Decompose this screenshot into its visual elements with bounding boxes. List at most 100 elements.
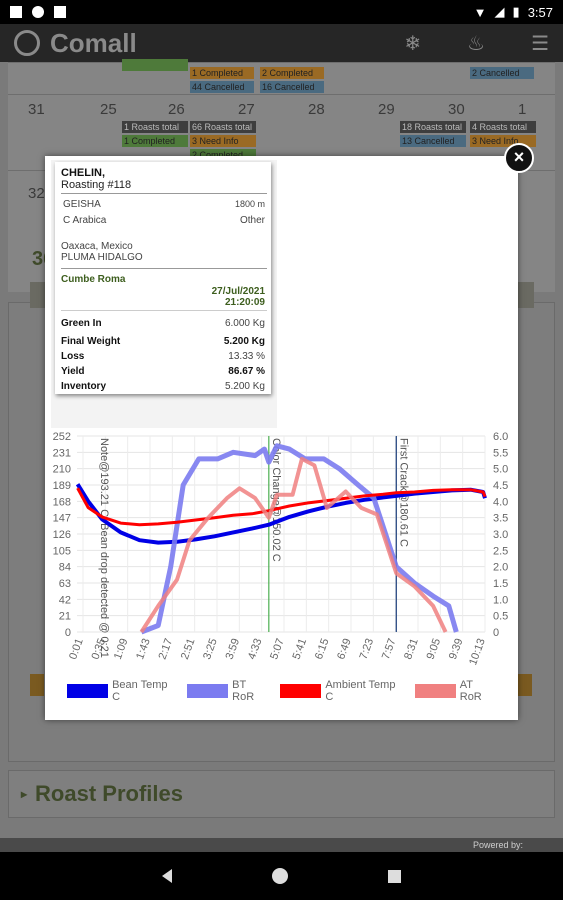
y-left-tick-label: 252 [53,431,71,443]
legend-item[interactable]: AT RoR [414,679,497,703]
variety: GEISHA [63,199,101,210]
x-tick-label: 1:43 [134,637,153,661]
background-button[interactable] [30,674,44,696]
day-number[interactable]: 28 [308,101,325,118]
roast-date: 27/Jul/2021 [211,286,265,297]
day-number[interactable]: 1 [518,101,527,118]
calendar-tag[interactable]: 18 Roasts total [400,121,466,133]
stat-value: 13.33 % [228,351,265,362]
x-tick-label: 4:33 [246,637,265,661]
stat-value: 5.200 Kg [224,381,265,392]
status-bar: ▼ ◢ ▮ 3:57 [0,0,563,24]
stat-label: Loss [61,351,85,362]
y-left-tick-label: 105 [53,545,71,557]
legend-item[interactable]: BT RoR [187,679,270,703]
y-right-tick-label: 4.5 [493,480,508,492]
y-left-tick-label: 0 [65,627,71,639]
calendar-tag[interactable]: 4 Roasts total [470,121,536,133]
legend-swatch [67,684,109,698]
stat-label: Green In [61,318,102,329]
roast-card-area: CHELIN, Roasting #118 GEISHA 1800 m C Ar… [51,160,277,428]
series-line [76,487,487,527]
calendar-tag[interactable]: 1 Completed [122,135,188,147]
species: C Arabica [63,215,107,226]
series-line [75,483,487,545]
stat-value: 6.000 Kg [224,318,265,329]
app-title: Comall [50,27,137,58]
stat-value: 5.200 Kg [223,336,265,347]
altitude: 1800 m [234,199,265,209]
y-right-tick-label: 0 [493,627,499,639]
clock: 3:57 [527,4,553,20]
y-right-tick-label: 6.0 [493,431,508,443]
y-left-tick-label: 147 [53,513,71,525]
legend-label: BT RoR [232,679,255,703]
y-right-tick-label: 2.0 [493,562,508,574]
calendar-tag[interactable]: 66 Roasts total [190,121,256,133]
x-tick-label: 6:49 [335,637,354,661]
navigation-bar [0,852,563,900]
y-right-tick-label: 0.5 [493,611,508,623]
roast-profiles-section[interactable]: ▸ Roast Profiles [8,770,555,818]
day-number[interactable]: 26 [168,101,185,118]
y-left-tick-label: 168 [53,496,71,508]
x-tick-label: 2:17 [157,637,176,661]
y-right-tick-label: 1.0 [493,594,508,606]
y-left-tick-label: 84 [59,562,71,574]
roast-detail-modal: CHELIN, Roasting #118 GEISHA 1800 m C Ar… [45,156,518,720]
home-icon[interactable] [272,868,288,884]
legend-label: Bean Temp C [112,679,168,703]
x-tick-label: 7:57 [380,637,399,661]
calendar-tag[interactable]: 16 Cancelled [260,81,324,93]
calendar-tag[interactable]: 3 Need Info [190,135,256,147]
series-line [139,456,448,634]
calendar-tag[interactable]: 1 Completed [190,67,254,79]
stat-label: Inventory [61,381,107,392]
series-line [140,443,459,635]
calendar-tag[interactable]: 2 Cancelled [470,67,534,79]
y-right-tick-label: 3.0 [493,529,508,541]
snowflake-icon[interactable]: ❄ [404,32,422,55]
calendar-tag[interactable]: 1 Roasts total [122,121,188,133]
day-number[interactable]: 32 [28,185,45,202]
close-button[interactable]: × [504,143,534,173]
day-number[interactable]: 31 [28,101,45,118]
recent-apps-icon[interactable] [388,869,401,883]
x-tick-label: 8:31 [402,637,421,661]
day-number[interactable]: 25 [100,101,117,118]
calendar-tag[interactable]: 13 Cancelled [400,135,466,147]
calendar-tag[interactable]: 2 Completed [260,67,324,79]
y-left-tick-label: 231 [53,447,71,459]
y-right-tick-label: 4.0 [493,496,508,508]
day-number[interactable]: 29 [378,101,395,118]
x-tick-label: 2:51 [179,637,198,661]
roast-card: CHELIN, Roasting #118 GEISHA 1800 m C Ar… [55,162,271,394]
y-left-tick-label: 42 [59,594,71,606]
calendar-week-2: 31 25 26 27 28 29 30 1 1 Roasts total 1 … [8,94,555,161]
flame-icon[interactable]: ♨ [467,32,486,55]
y-right-tick-label: 2.5 [493,545,508,557]
calendar-tag[interactable] [122,59,188,71]
legend-swatch [280,684,322,698]
x-tick-label: 3:59 [224,637,243,661]
chevron-right-icon: ▸ [21,787,28,801]
app-bar: Comall ❄ ♨ ☰ [0,24,563,62]
powered-by: Powered by: [0,838,563,852]
x-tick-label: 5:41 [291,637,310,661]
x-tick-label: 6:15 [313,637,332,661]
stat-label: Final Weight [61,336,121,347]
legend-label: AT RoR [459,679,482,703]
stat-value: 86.67 % [228,366,265,377]
day-number[interactable]: 30 [448,101,465,118]
calendar-tag[interactable]: 44 Cancelled [190,81,254,93]
legend-item[interactable]: Bean Temp C [67,679,177,703]
day-number[interactable]: 27 [238,101,255,118]
menu-icon[interactable]: ☰ [531,32,549,55]
x-tick-label: 9:05 [425,637,444,661]
battery-icon: ▮ [512,4,520,19]
background-button[interactable] [518,674,532,696]
back-icon[interactable] [162,869,172,883]
legend-item[interactable]: Ambient Temp C [280,679,404,703]
